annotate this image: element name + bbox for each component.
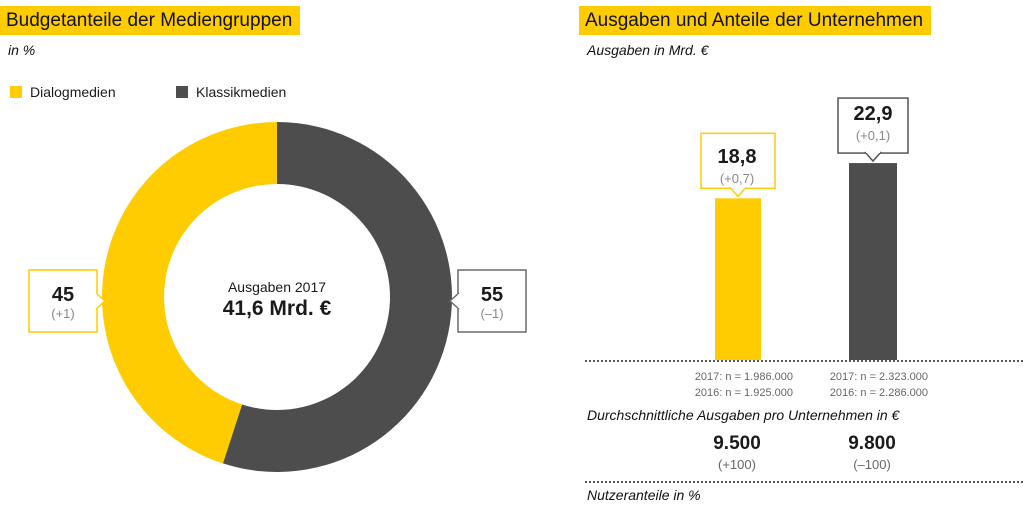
donut-change-label-klassik: (–1) [480, 306, 504, 321]
donut-slice-dialog [102, 122, 278, 464]
bar-value-label-dialog: 18,8 [717, 146, 757, 168]
donut-value-label-klassik: 55 [480, 284, 504, 306]
bar-callout-klassik [837, 97, 909, 163]
bar-value-label-klassik: 22,9 [853, 103, 893, 125]
legend-item-dialog: Dialogmedien [10, 83, 116, 101]
legend-swatch-dialog [10, 86, 22, 98]
avg-spend-change-klassik: (–100) [853, 457, 891, 472]
legend-swatch-klassik [176, 86, 188, 98]
bar-callout-dialog [700, 132, 776, 198]
avg-spend-value-klassik: 9.800 [848, 433, 896, 454]
sample-size-2017-dialog: 2017: n = 1.986.000 [694, 371, 793, 383]
section-divider [585, 481, 1023, 483]
donut-slice-klassik [222, 122, 453, 472]
sample-size-2016-dialog: 2016: n = 1.925.000 [694, 387, 793, 399]
baseline-divider [585, 360, 1023, 362]
avg-spend-value-dialog: 9.500 [713, 433, 761, 454]
avg-spend-change-dialog: (+100) [718, 457, 756, 472]
bar-chart-unit: Ausgaben in Mrd. € [587, 42, 709, 58]
donut-title: Budgetanteile der Mediengruppen [0, 6, 301, 35]
bar-chart-title: Ausgaben und Anteile der Unternehmen [579, 6, 932, 35]
donut-callout-dialog [28, 269, 107, 333]
donut-unit: in % [8, 42, 36, 58]
user-share-title: Nutzeranteile in % [587, 487, 701, 503]
donut-callout-klassik [448, 269, 527, 333]
legend-label-dialog: Dialogmedien [30, 84, 116, 100]
donut-chart [28, 122, 527, 472]
donut-change-label-dialog: (+1) [51, 306, 75, 321]
bar-klassik [849, 163, 897, 360]
sample-size-2017-klassik: 2017: n = 2.323.000 [829, 371, 928, 383]
donut-center-label: Ausgaben 2017 [227, 279, 327, 295]
sample-size-2016-klassik: 2016: n = 2.286.000 [829, 387, 928, 399]
donut-center-value: 41,6 Mrd. € [222, 297, 332, 320]
bar-change-label-dialog: (+0,7) [719, 171, 755, 186]
avg-spend-title: Durchschnittliche Ausgaben pro Unternehm… [587, 407, 900, 423]
bar-dialog [715, 198, 761, 360]
bar-change-label-klassik: (+0,1) [855, 128, 891, 143]
donut-value-label-dialog: 45 [51, 284, 75, 306]
legend-item-klassik: Klassikmedien [176, 83, 286, 101]
legend-label-klassik: Klassikmedien [196, 84, 287, 100]
